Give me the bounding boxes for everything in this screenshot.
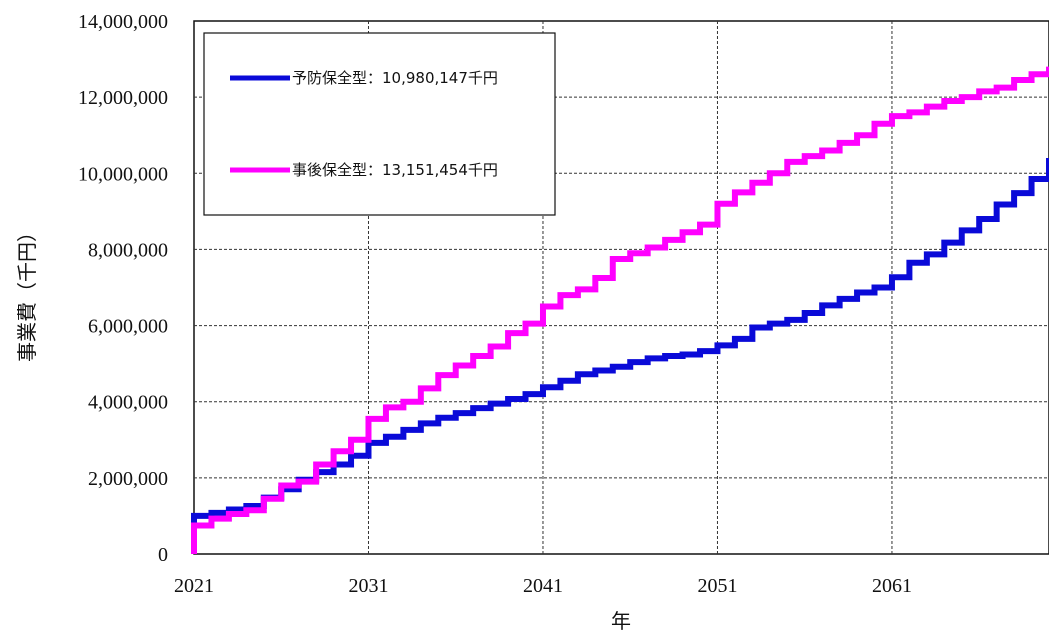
y-tick-label: 14,000,000 [78, 11, 168, 33]
legend-label-corrective: 事後保全型：13,151,454千円 [292, 161, 498, 179]
x-tick-label: 2031 [348, 575, 388, 597]
y-tick-label: 2,000,000 [88, 468, 168, 490]
y-tick-label: 10,000,000 [78, 163, 168, 185]
x-tick-label: 2021 [174, 575, 214, 597]
legend: 予防保全型：10,980,147千円 事後保全型：13,151,454千円 [203, 32, 556, 216]
x-axis-ticks: 2021 2031 2041 2051 2061 [174, 575, 912, 597]
y-tick-label: 4,000,000 [88, 392, 168, 414]
y-tick-label: 12,000,000 [78, 87, 168, 109]
legend-label-preventive: 予防保全型：10,980,147千円 [292, 69, 498, 87]
x-tick-label: 2051 [697, 575, 737, 597]
series-line-corrective [191, 66, 1049, 554]
x-axis-title: 年 [611, 609, 631, 633]
x-tick-label: 2041 [523, 575, 563, 597]
y-axis-title: 事業費（千円） [15, 222, 39, 362]
series-line-preventive [191, 158, 1049, 554]
y-tick-label: 8,000,000 [88, 239, 168, 261]
series-group [191, 66, 1049, 554]
y-axis-ticks: 0 2,000,000 4,000,000 6,000,000 8,000,000 10,… [78, 11, 168, 566]
x-tick-label: 2061 [872, 575, 912, 597]
legend-box [203, 32, 556, 216]
y-tick-label: 6,000,000 [88, 316, 168, 338]
y-tick-label: 0 [158, 544, 168, 566]
